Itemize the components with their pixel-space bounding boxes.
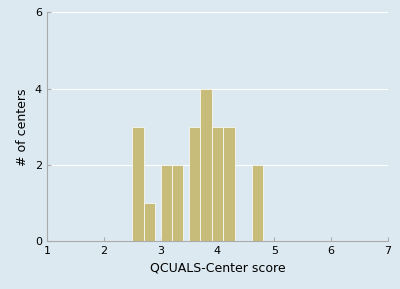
- Bar: [161, 165, 172, 242]
- Bar: [189, 127, 200, 242]
- Bar: [172, 165, 183, 242]
- X-axis label: QCUALS-Center score: QCUALS-Center score: [150, 262, 285, 275]
- Bar: [223, 127, 234, 242]
- Bar: [132, 127, 144, 242]
- Y-axis label: # of centers: # of centers: [16, 88, 29, 166]
- Bar: [200, 89, 212, 242]
- Bar: [212, 127, 223, 242]
- Bar: [144, 203, 155, 242]
- Bar: [252, 165, 263, 242]
